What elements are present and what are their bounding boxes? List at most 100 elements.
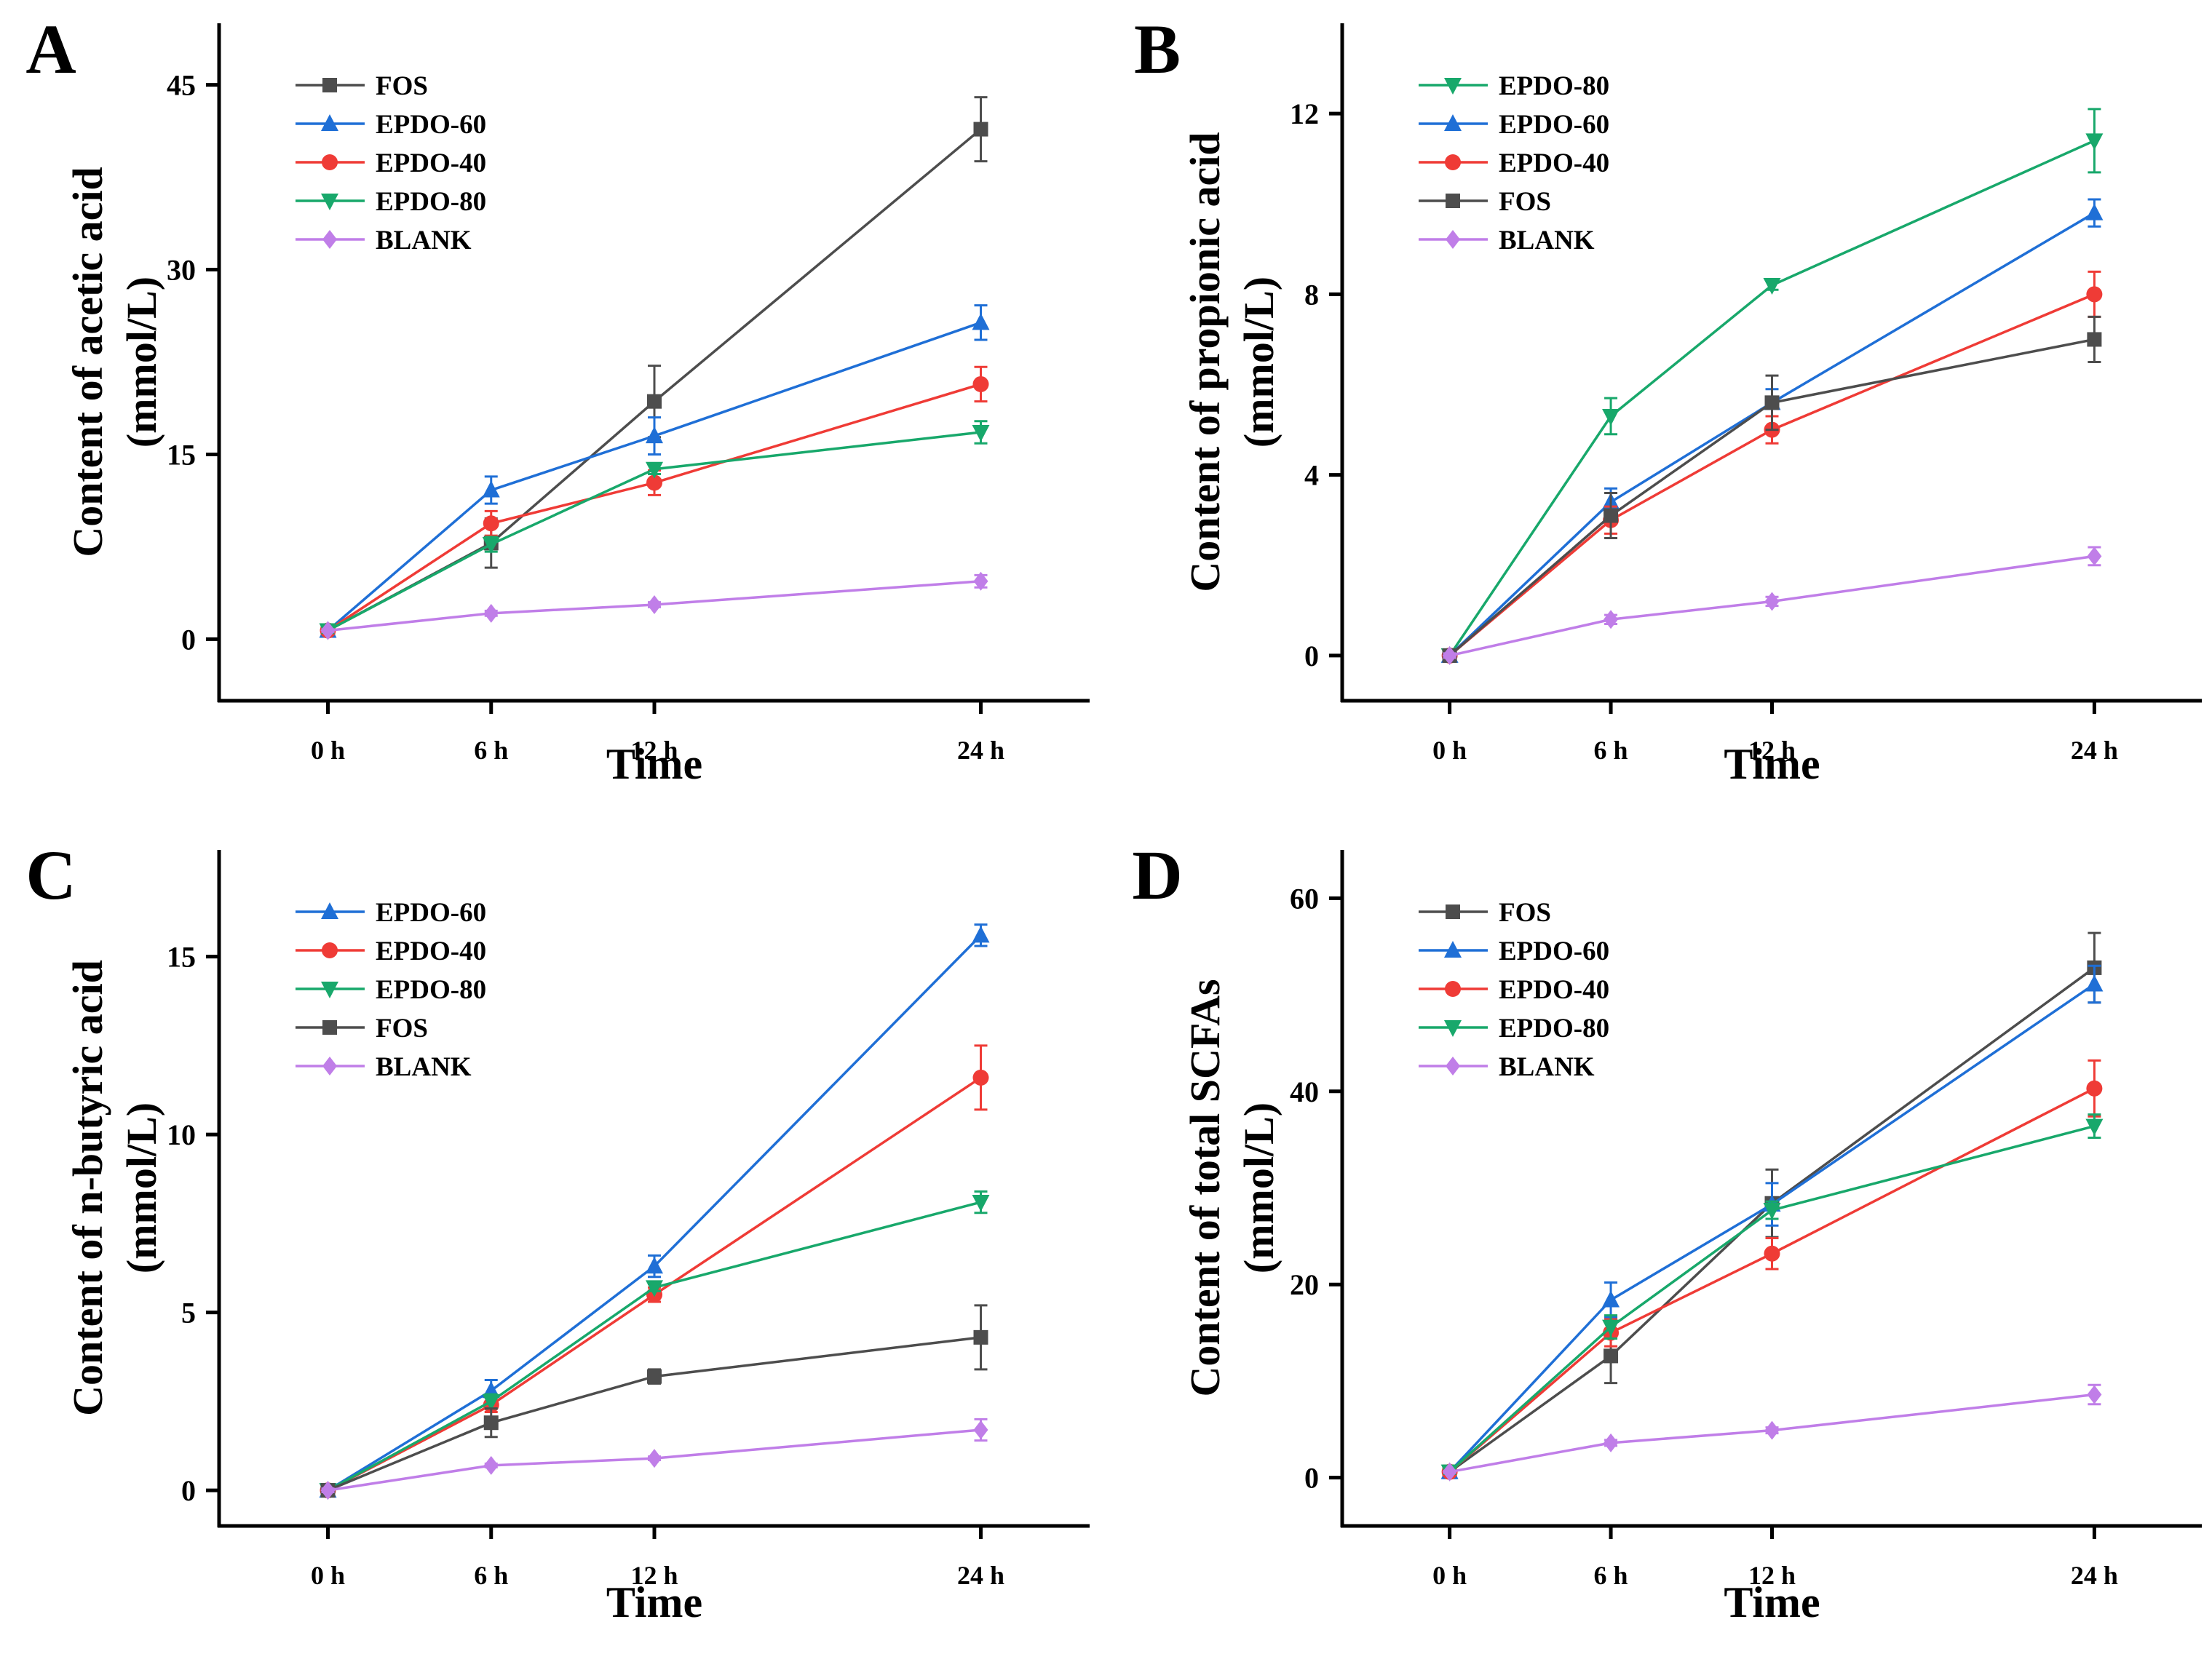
legend-marker — [321, 982, 338, 998]
legend-marker — [321, 902, 338, 919]
data-point — [1603, 610, 1619, 629]
legend-label: EPDO-60 — [1499, 110, 1609, 140]
series-blank — [1442, 546, 2102, 665]
series-line — [1448, 293, 2096, 657]
y-axis-title-line: (mmol/L) — [118, 277, 165, 448]
legend-label: BLANK — [1499, 1052, 1595, 1082]
panel-letter: C — [25, 836, 76, 914]
legend: FOS EPDO-60 EPDO-40 EPDO-80 BLANK — [296, 71, 486, 255]
chart-panel-a: A 0 15 30 45 0 h 6 h 12 h 24 h Time Content of ace… — [25, 10, 1090, 788]
legend-marker — [1444, 78, 1462, 95]
series-line — [327, 934, 982, 1492]
legend-label: EPDO-80 — [376, 187, 486, 217]
series-line — [1448, 1124, 2095, 1473]
legend-marker — [322, 154, 338, 170]
data-point — [483, 515, 499, 532]
y-tick-label: 0 — [181, 623, 196, 656]
y-axis-title-line: Content of total SCFAs — [1181, 979, 1229, 1396]
data-point — [647, 1449, 662, 1468]
data-point — [973, 122, 988, 137]
data-point — [1602, 1290, 1620, 1308]
y-tick-label: 30 — [167, 254, 196, 287]
series-line — [1448, 1087, 2096, 1474]
data-point — [646, 426, 663, 444]
y-tick-label: 0 — [181, 1474, 196, 1507]
data-point — [482, 537, 500, 554]
x-tick-label: 0 h — [1432, 736, 1467, 765]
legend-marker — [321, 194, 338, 210]
data-point — [972, 424, 990, 442]
data-point — [972, 926, 990, 943]
data-point — [1763, 277, 1781, 295]
legend-label: FOS — [1499, 187, 1551, 217]
data-point — [1764, 395, 1780, 410]
data-point — [647, 595, 662, 614]
x-tick-label: 24 h — [957, 1561, 1004, 1590]
y-tick-label: 15 — [167, 438, 196, 471]
legend-marker — [1446, 904, 1460, 919]
x-tick-label: 0 h — [311, 1561, 345, 1590]
legend-marker — [1444, 1020, 1462, 1037]
data-point — [2087, 1385, 2102, 1404]
legend-marker — [1446, 230, 1460, 249]
legend-marker — [1444, 114, 1462, 131]
series-line — [327, 1201, 981, 1492]
legend-marker — [1445, 981, 1461, 997]
series-line — [327, 1076, 982, 1492]
y-axis-title-line: Content of n-butyric acid — [64, 960, 111, 1416]
y-tick-label: 40 — [1290, 1076, 1319, 1108]
series-line — [1448, 212, 2096, 657]
series-line — [327, 321, 982, 632]
data-point — [2087, 332, 2102, 347]
y-axis-title: Content of propionic acid (mmol/L) — [1181, 132, 1283, 592]
legend-label: EPDO-40 — [1499, 148, 1609, 178]
data-point — [647, 394, 662, 409]
x-tick-label: 6 h — [1594, 736, 1628, 765]
y-axis-title: Content of acetic acid (mmol/L) — [64, 167, 165, 557]
series-blank — [320, 1418, 988, 1500]
data-point — [1603, 508, 1619, 523]
data-point — [1602, 408, 1620, 426]
data-point — [972, 375, 989, 392]
series-line — [1449, 554, 2095, 657]
data-point — [972, 313, 990, 330]
y-axis-title-line: (mmol/L) — [118, 1102, 165, 1273]
data-point — [647, 1369, 662, 1384]
x-tick-label: 24 h — [2071, 736, 2118, 765]
series-line — [1449, 1393, 2095, 1474]
legend-marker — [322, 230, 337, 249]
data-point — [2085, 1118, 2104, 1136]
x-tick-label: 12 h — [1748, 1561, 1796, 1590]
data-point — [2086, 286, 2103, 303]
legend-marker — [322, 1057, 337, 1076]
y-tick-label: 5 — [181, 1297, 196, 1329]
x-tick-label: 12 h — [630, 1561, 678, 1590]
legend-label: EPDO-80 — [1499, 71, 1609, 101]
panel-letter: D — [1132, 836, 1182, 914]
series-blank — [320, 571, 988, 640]
x-tick-label: 12 h — [630, 736, 678, 765]
x-axis-title: Time — [606, 1578, 702, 1626]
y-axis-title: Content of total SCFAs (mmol/L) — [1181, 979, 1283, 1396]
data-point — [1764, 1420, 1780, 1440]
chart-panel-d: D 0 20 40 60 0 h 6 h 12 h 24 h Time Content of tot… — [1132, 836, 2202, 1626]
x-axis-title: Time — [1724, 1578, 1820, 1626]
x-tick-label: 6 h — [1594, 1561, 1628, 1590]
y-tick-label: 0 — [1304, 1462, 1319, 1495]
y-axis-title-line: (mmol/L) — [1235, 1102, 1283, 1273]
data-point — [1764, 1245, 1780, 1262]
x-tick-label: 0 h — [1432, 1561, 1467, 1590]
panel-letter: A — [25, 10, 76, 88]
data-point — [973, 1420, 988, 1439]
legend-marker — [1446, 1057, 1460, 1076]
data-point — [2085, 974, 2104, 992]
x-tick-label: 6 h — [474, 736, 508, 765]
series-line — [327, 383, 982, 632]
data-point — [483, 603, 499, 623]
y-tick-label: 0 — [1304, 640, 1319, 672]
legend-marker — [322, 942, 338, 958]
chart-panel-b: B 0 4 8 12 0 h 6 h 12 h 24 h Time Content of propi… — [1134, 10, 2202, 788]
data-point — [646, 1280, 663, 1297]
legend: EPDO-60 EPDO-40 EPDO-80 FOS BLANK — [296, 898, 486, 1082]
series-line — [1448, 338, 2095, 657]
